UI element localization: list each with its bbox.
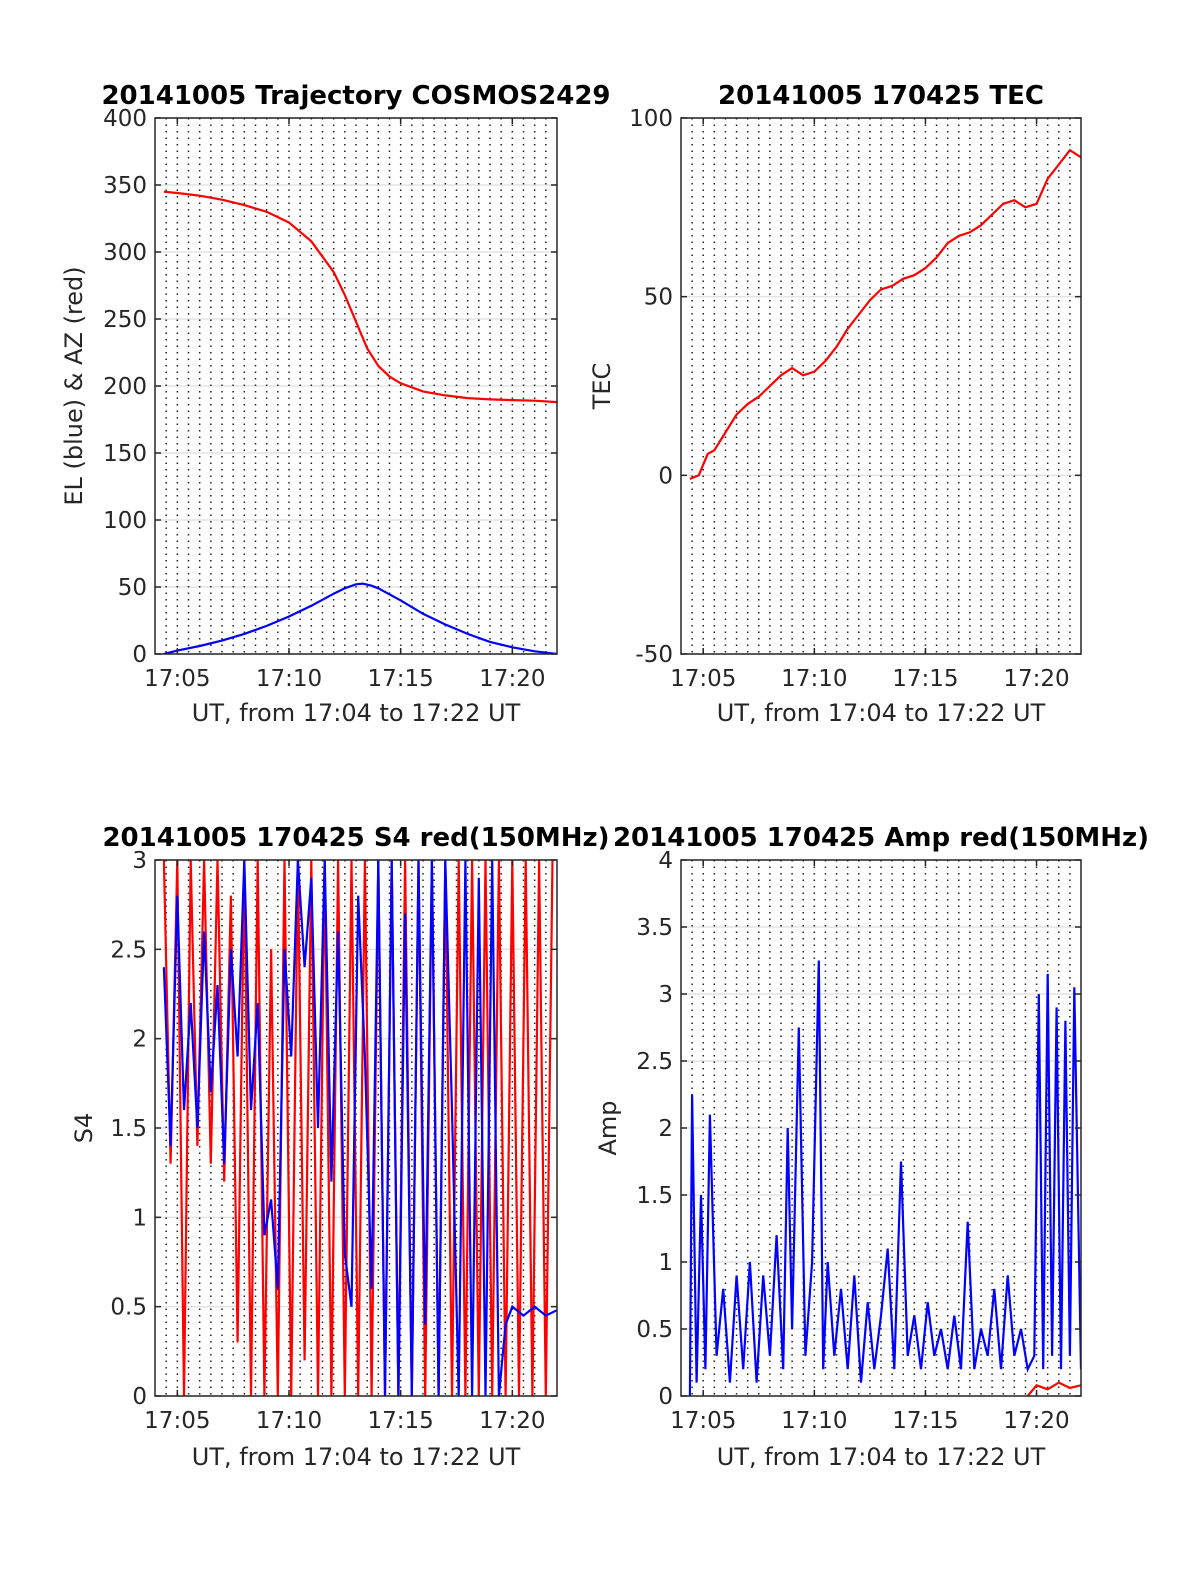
x-tick-label: 17:10: [256, 1408, 322, 1434]
x-tick-label: 17:05: [144, 1408, 210, 1434]
chart-title: 20141005 170425 Amp red(150MHz): [613, 823, 1149, 853]
x-tick-label: 17:10: [256, 666, 322, 692]
series-line-blue: [162, 860, 557, 1396]
y-axis-label: Amp: [594, 1100, 622, 1155]
y-tick-label: 250: [103, 307, 147, 333]
series-line-blue: [688, 960, 1081, 1396]
series-line-blue: [163, 582, 557, 654]
y-tick-label: 2.5: [110, 937, 147, 963]
x-tick-label: 17:20: [479, 666, 545, 692]
x-tick-label: 17:05: [670, 666, 736, 692]
y-axis-label: S4: [70, 1113, 98, 1144]
chart-title: 20141005 Trajectory COSMOS2429: [101, 81, 610, 111]
y-tick-label: 2.5: [636, 1049, 673, 1075]
x-axis-label: UT, from 17:04 to 17:22 UT: [717, 699, 1046, 727]
y-tick-label: 0: [132, 642, 147, 668]
y-tick-label: 3.5: [636, 915, 673, 941]
x-tick-label: 17:05: [670, 1408, 736, 1434]
amp-panel: 20141005 170425 Amp red(150MHz) UT, from…: [594, 823, 1149, 1471]
x-tick-label: 17:15: [892, 1408, 958, 1434]
y-tick-label: 400: [103, 106, 147, 132]
y-tick-label: -50: [635, 642, 673, 668]
x-axis-label: UT, from 17:04 to 17:22 UT: [192, 699, 521, 727]
x-axis-label: UT, from 17:04 to 17:22 UT: [717, 1443, 1046, 1471]
x-tick-label: 17:15: [368, 666, 434, 692]
y-axis-label: EL (blue) & AZ (red): [60, 266, 88, 505]
x-axis-label: UT, from 17:04 to 17:22 UT: [192, 1443, 521, 1471]
y-axis-label: TEC: [588, 363, 616, 411]
y-tick-label: 100: [629, 106, 673, 132]
y-tick-label: 1.5: [636, 1183, 673, 1209]
x-tick-label: 17:20: [1003, 1408, 1069, 1434]
y-tick-label: 50: [644, 285, 673, 311]
series-line-red: [163, 190, 557, 404]
x-tick-label: 17:15: [892, 666, 958, 692]
y-tick-label: 1.5: [110, 1116, 147, 1142]
y-tick-label: 4: [658, 848, 673, 874]
series-line-red: [1026, 1381, 1081, 1396]
s4-panel: 20141005 170425 S4 red(150MHz) UT, from …: [70, 823, 610, 1471]
x-tick-label: 17:20: [479, 1408, 545, 1434]
y-tick-label: 2: [658, 1116, 673, 1142]
y-tick-label: 0: [658, 1384, 673, 1410]
y-tick-label: 100: [103, 508, 147, 534]
x-tick-label: 17:10: [781, 1408, 847, 1434]
x-tick-label: 17:15: [368, 1408, 434, 1434]
chart-title: 20141005 170425 S4 red(150MHz): [102, 823, 609, 853]
y-tick-label: 1: [658, 1250, 673, 1276]
y-tick-label: 0.5: [636, 1317, 673, 1343]
y-tick-label: 300: [103, 240, 147, 266]
series-line-red: [689, 148, 1081, 480]
chart-title: 20141005 170425 TEC: [718, 81, 1044, 111]
trajectory-panel: 20141005 Trajectory COSMOS2429 UT, from …: [60, 81, 611, 727]
y-tick-label: 0: [132, 1384, 147, 1410]
y-tick-label: 0: [658, 463, 673, 489]
y-tick-label: 200: [103, 374, 147, 400]
x-tick-label: 17:20: [1003, 666, 1069, 692]
y-tick-label: 3: [132, 848, 147, 874]
y-tick-label: 2: [132, 1027, 147, 1053]
tec-panel: 20141005 170425 TEC UT, from 17:04 to 17…: [588, 81, 1082, 727]
y-tick-label: 0.5: [110, 1295, 147, 1321]
y-tick-label: 1: [132, 1205, 147, 1231]
y-tick-label: 3: [658, 982, 673, 1008]
x-tick-label: 17:05: [144, 666, 210, 692]
x-tick-label: 17:10: [781, 666, 847, 692]
axes-frame: [680, 117, 1082, 655]
y-tick-label: 50: [118, 575, 147, 601]
y-tick-label: 350: [103, 173, 147, 199]
y-tick-label: 150: [103, 441, 147, 467]
